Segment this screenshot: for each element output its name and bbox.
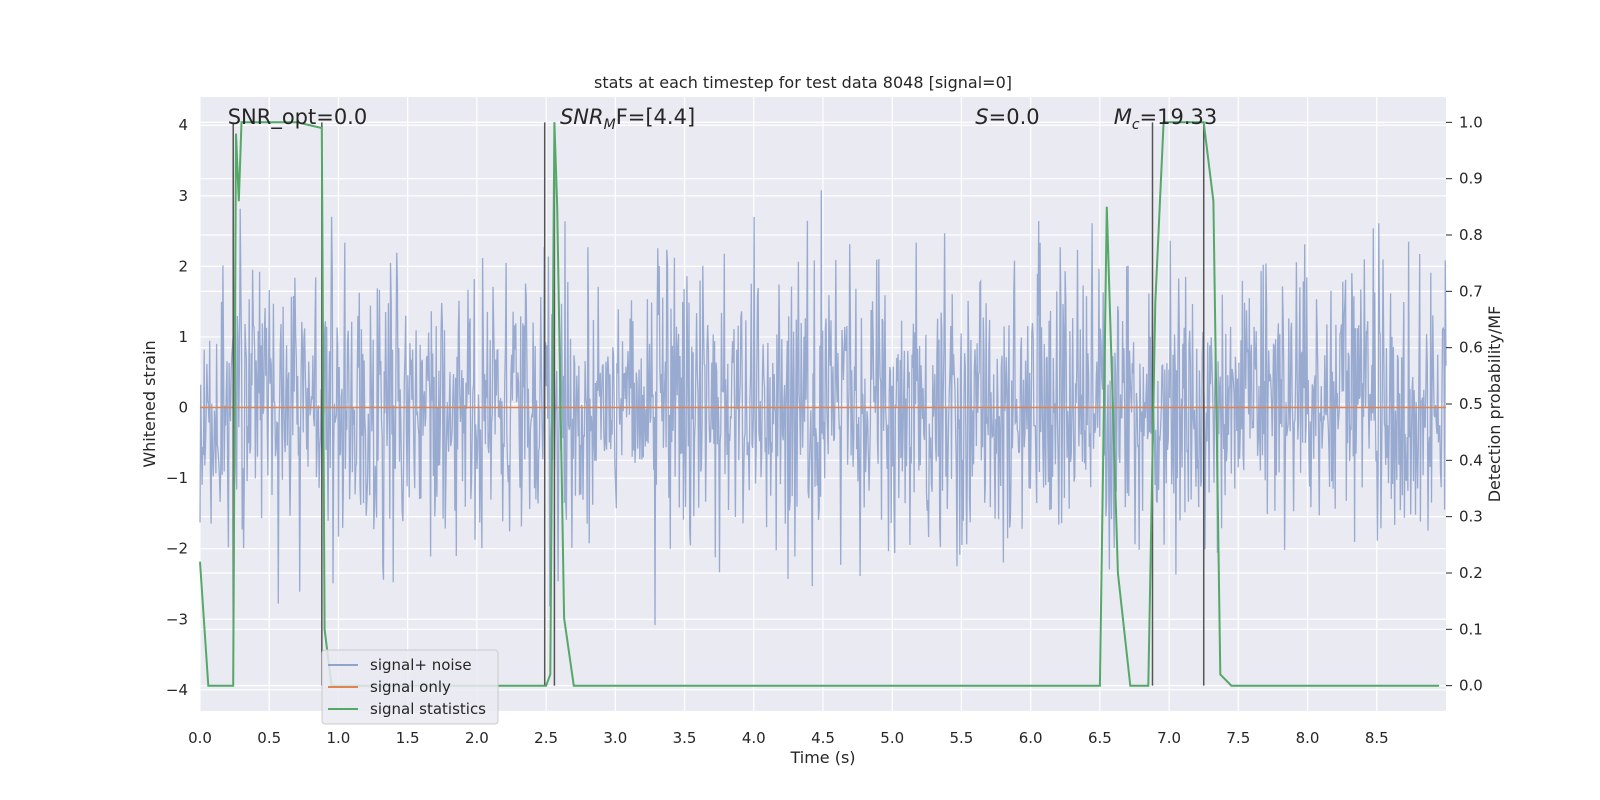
- annotations: SNR_opt=0.0 SNRMF=[4.4] S=0.0 Mc=19.33: [228, 105, 1218, 133]
- y2-tick-label: 0.2: [1459, 564, 1483, 582]
- annotation: SNR_opt=0.0: [228, 105, 368, 130]
- x-tick-label: 7.0: [1157, 729, 1181, 747]
- x-tick-label: 7.5: [1226, 729, 1250, 747]
- x-tick-label: 4.0: [742, 729, 766, 747]
- x-tick-label: 2.0: [465, 729, 489, 747]
- x-tick-label: 5.5: [950, 729, 974, 747]
- x-tick-label: 0.5: [257, 729, 281, 747]
- y-axis-label: Whitened strain: [140, 340, 159, 467]
- x-tick-label: 1.5: [396, 729, 420, 747]
- annotation: SNRMF=[4.4]: [560, 105, 695, 133]
- plot-area: [199, 97, 1447, 711]
- y2-tick-label: 0.1: [1459, 620, 1483, 638]
- series-signal-plus-noise: [199, 190, 1447, 626]
- x-tick-label: 8.5: [1365, 729, 1389, 747]
- y2-tick-label: 0.3: [1459, 508, 1483, 526]
- y-tick-label: 2: [178, 257, 188, 275]
- x-tick-label: 6.0: [1019, 729, 1043, 747]
- legend-box: [321, 649, 499, 725]
- x-tick-label: 5.0: [880, 729, 904, 747]
- x-tick-label: 6.5: [1088, 729, 1112, 747]
- y2-tick-label: 0.9: [1459, 170, 1483, 188]
- x-axis-label: Time (s): [789, 748, 855, 767]
- x-tick-label: 1.0: [327, 729, 351, 747]
- y-tick-label: −1: [166, 469, 188, 487]
- y-tick-label: 4: [178, 116, 188, 134]
- y-tick-label: 0: [178, 399, 188, 417]
- y2-tick-label: 0.0: [1459, 677, 1483, 695]
- annotation: Mc=19.33: [1114, 105, 1218, 133]
- x-tick-label: 3.5: [673, 729, 697, 747]
- y2-axis-label: Detection probability/MF: [1485, 306, 1504, 503]
- x-axis-ticks: 0.0 0.5 1.0 1.5 2.0 2.5 3.0 3.5 4.0 4.5 5.0 5.5 6.0 6…: [188, 729, 1389, 747]
- x-tick-label: 8.0: [1296, 729, 1320, 747]
- statistics-line: [199, 121, 1440, 687]
- legend-label-signal-only: signal only: [370, 678, 451, 696]
- x-tick-label: 4.5: [811, 729, 835, 747]
- y2-tick-label: 0.7: [1459, 282, 1483, 300]
- y-tick-label: −2: [166, 540, 188, 558]
- legend: signal+ noise signal only signal statist…: [321, 649, 499, 725]
- annotation: S=0.0: [975, 105, 1039, 129]
- y-tick-label: 3: [178, 187, 188, 205]
- series-signal-statistics: [199, 121, 1440, 687]
- y2-tick-label: 0.6: [1459, 339, 1483, 357]
- y-tick-label: −4: [166, 681, 188, 699]
- chart-title: stats at each timestep for test data 804…: [594, 73, 1012, 92]
- y-tick-label: −3: [166, 610, 188, 628]
- y2-axis-ticks: 1.0 0.9 0.8 0.7 0.6 0.5 0.4 0.3 0.2 0.1 0.0: [1446, 113, 1483, 695]
- x-tick-label: 0.0: [188, 729, 212, 747]
- legend-label-signal-plus-noise: signal+ noise: [370, 656, 472, 674]
- noise-trace: [199, 190, 1447, 626]
- x-tick-label: 2.5: [534, 729, 558, 747]
- y2-tick-label: 1.0: [1459, 113, 1483, 131]
- y-axis-ticks: 4 3 2 1 0 −1 −2 −3 −4: [166, 116, 188, 699]
- y2-tick-label: 0.5: [1459, 395, 1483, 413]
- y-tick-label: 1: [178, 328, 188, 346]
- x-tick-label: 3.0: [603, 729, 627, 747]
- y2-tick-label: 0.8: [1459, 226, 1483, 244]
- y2-tick-label: 0.4: [1459, 451, 1483, 469]
- legend-label-signal-statistics: signal statistics: [370, 700, 486, 718]
